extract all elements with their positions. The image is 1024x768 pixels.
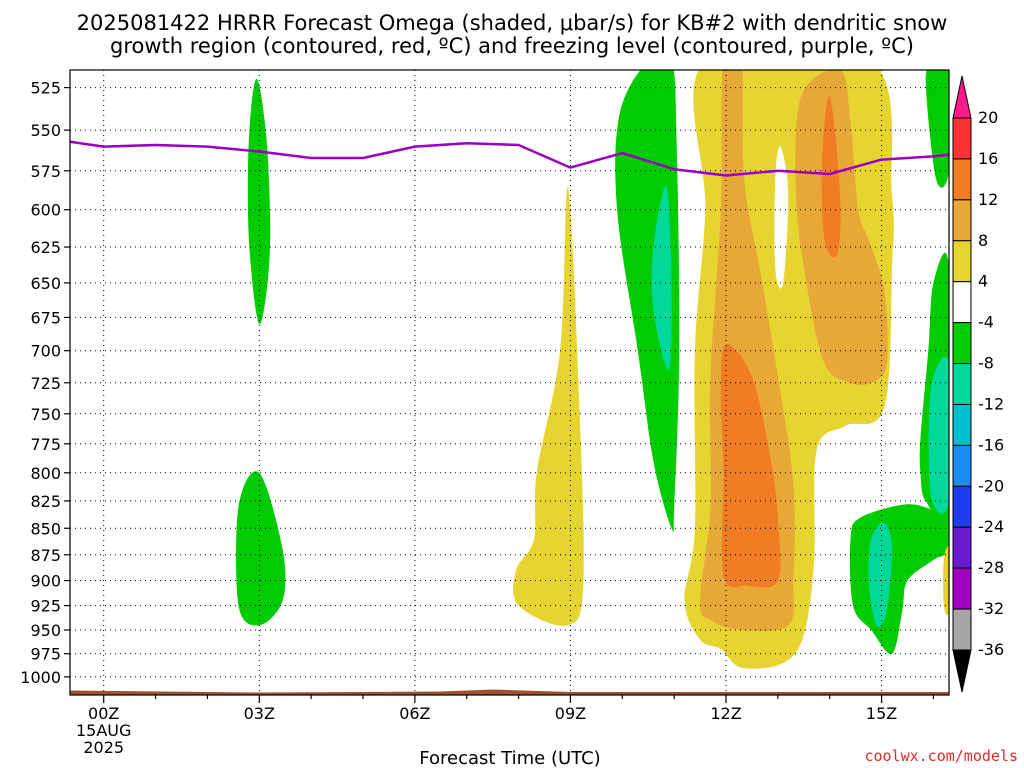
x-tick-label: 15Z [866,704,897,723]
omega-region [615,70,680,533]
colorbar-segment [952,322,972,365]
x-axis-label: Forecast Time (UTC) [419,748,600,768]
omega-region [247,78,271,325]
ground-surface [70,689,949,695]
x-tick-label: 00Z [88,704,119,723]
freezing-level-layer [70,140,949,177]
colorbar-label: -12 [978,394,1004,413]
colorbar: 20 16 12 8 4 -4 -8 -12 -16 -20 -24 -28 -32 -36 [952,75,1004,693]
colorbar-segment [952,199,972,242]
y-tick-label: 950 [30,621,61,640]
y-tick-label: 550 [30,121,61,140]
colorbar-label: -32 [978,599,1004,618]
omega-region [821,95,841,258]
omega-region [925,70,949,188]
colorbar-segment [952,403,972,446]
x-tick-label: 03Z [244,704,275,723]
chart-title-line-2: growth region (contoured, red, ºC) and f… [110,34,914,58]
y-tick-label: 625 [30,238,61,257]
x-tick-label: 06Z [399,704,430,723]
colorbar-label: 4 [978,272,988,291]
omega-region [943,546,949,616]
omega-shading-layer [235,70,949,669]
omega-region [928,356,949,514]
omega-region [774,146,789,289]
y-tick-label: 575 [30,162,61,181]
colorbar-label: 16 [978,149,998,168]
y-tick-label: 650 [30,274,61,293]
y-tick-label: 900 [30,572,61,591]
colorbar-label: -28 [978,558,1004,577]
colorbar-segment [952,444,972,487]
colorbar-segment [952,240,972,283]
y-tick-label: 975 [30,645,61,664]
colorbar-bottom-triangle [952,649,972,693]
colorbar-segment [952,526,972,569]
chart-title-line-1: 2025081422 HRRR Forecast Omega (shaded, … [77,11,948,35]
omega-region [849,504,949,654]
omega-region [235,471,286,626]
colorbar-label: 8 [978,231,988,250]
omega-region [513,186,584,626]
colorbar-segment [952,567,972,610]
colorbar-segment [952,608,972,651]
x-tick-label: 09Z [555,704,586,723]
y-tick-label: 525 [30,79,61,98]
y-tick-label: 600 [30,201,61,220]
y-tick-label: 750 [30,405,61,424]
colorbar-label: 12 [978,190,998,209]
colorbar-label: -4 [978,313,994,332]
colorbar-label: 20 [978,108,998,127]
y-tick-label: 675 [30,308,61,327]
y-tick-label: 725 [30,374,61,393]
grid-layer [70,70,949,695]
colorbar-segment [952,158,972,201]
source-credit: coolwx.com/models [864,747,1018,765]
colorbar-label: -8 [978,354,994,373]
colorbar-top-triangle [952,75,972,119]
x-tick-label: 15AUG [76,721,131,740]
colorbar-label: -20 [978,476,1004,495]
y-tick-label: 875 [30,546,61,565]
omega-region [720,343,781,588]
y-tick-label: 1000 [20,668,61,687]
omega-region [651,186,672,371]
colorbar-label: -16 [978,435,1004,454]
omega-region [868,522,893,627]
colorbar-segment [952,281,972,324]
y-tick-label: 825 [30,492,61,511]
freezing-level-line [70,140,949,177]
x-tick-label: 12Z [710,704,741,723]
colorbar-segment [952,117,972,160]
x-tick-label: 2025 [83,738,124,757]
omega-region [795,70,888,386]
y-tick-label: 925 [30,597,61,616]
y-tick-label: 775 [30,435,61,454]
colorbar-segment [952,363,972,405]
ground-layer [70,689,949,695]
y-tick-label: 850 [30,519,61,538]
y-tick-label: 700 [30,342,61,361]
colorbar-label: -24 [978,517,1004,536]
colorbar-segment [952,485,972,528]
y-axis: 525 550 575 600 625 650 675 700 725 750 775 800 825 8… [20,79,70,687]
colorbar-label: -36 [978,640,1004,659]
y-tick-label: 800 [30,464,61,483]
